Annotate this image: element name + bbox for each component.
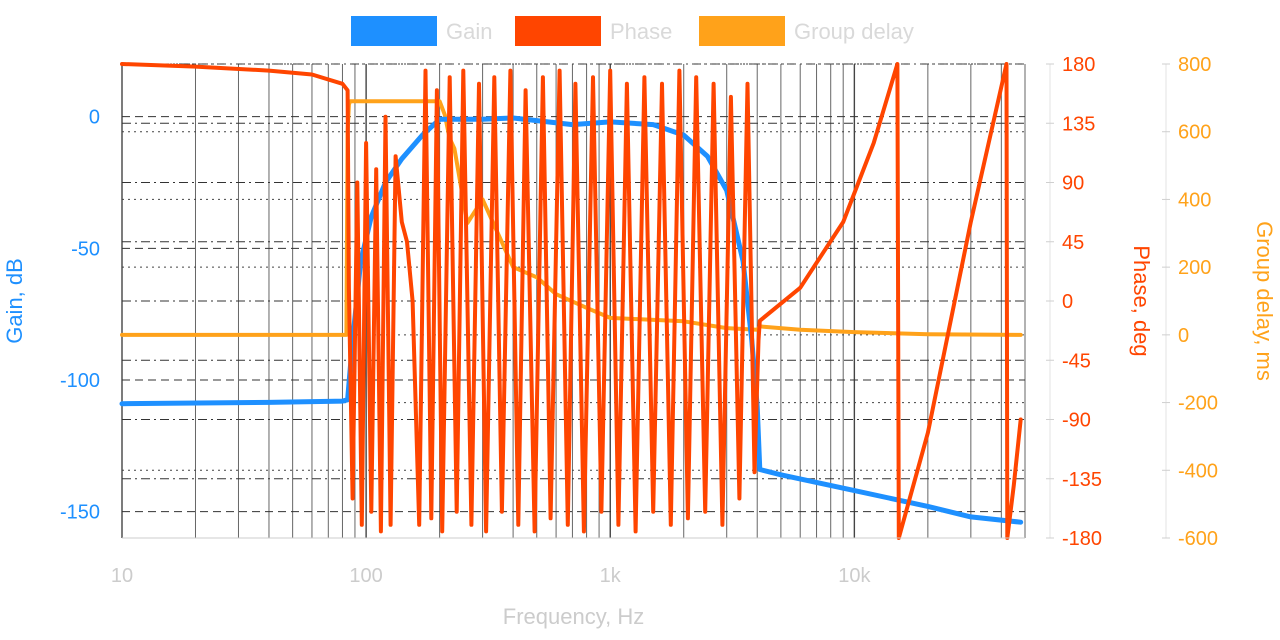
x-tick-label: 10k xyxy=(838,565,871,587)
y-axis-label-gain: Gain, dB xyxy=(2,258,27,344)
y-tick-label-delay: 0 xyxy=(1178,325,1189,347)
y-tick-label-phase: -180 xyxy=(1062,528,1102,550)
y-tick-label-delay: 600 xyxy=(1178,122,1211,144)
y-tick-label-delay: -400 xyxy=(1178,460,1218,482)
y-tick-label-phase: 135 xyxy=(1062,113,1095,135)
series-line-phase xyxy=(120,62,1023,540)
legend-swatch-gain xyxy=(351,16,437,46)
legend-swatch-phase xyxy=(515,16,601,46)
y-axis-label-phase: Phase, deg xyxy=(1129,245,1154,356)
x-axis-label: Frequency, Hz xyxy=(503,604,644,629)
y-axis-label-delay: Group delay, ms xyxy=(1252,221,1277,381)
y-tick-label-gain: -100 xyxy=(60,370,100,392)
axes: 10 100 1k 10k Frequency, Hz 0 -50 -100 -150 Gain,… xyxy=(2,54,1277,629)
x-tick-label: 10 xyxy=(111,565,133,587)
y-tick-label-gain: -50 xyxy=(71,238,100,260)
y-tick-label-phase: -135 xyxy=(1062,469,1102,491)
y-tick-label-phase: 90 xyxy=(1062,173,1084,195)
y-tick-label-delay: -200 xyxy=(1178,393,1218,415)
y-tick-label-delay: -600 xyxy=(1178,528,1218,550)
y-tick-label-gain: -150 xyxy=(60,502,100,524)
y-tick-label-phase: 45 xyxy=(1062,232,1084,254)
y-tick-label-phase: -90 xyxy=(1062,410,1091,432)
y-tick-label-delay: 400 xyxy=(1178,189,1211,211)
y-tick-label-delay: 200 xyxy=(1178,257,1211,279)
y-tick-label-gain: 0 xyxy=(89,107,100,129)
legend-label-group-delay: Group delay xyxy=(794,19,914,44)
legend-swatch-group-delay xyxy=(699,16,785,46)
legend-label-gain: Gain xyxy=(446,19,492,44)
series-lines xyxy=(119,62,1024,540)
y-tick-label-phase: 180 xyxy=(1062,54,1095,76)
y-tick-label-phase: -45 xyxy=(1062,350,1091,372)
y-tick-label-phase: 0 xyxy=(1062,291,1073,313)
legend: Gain Phase Group delay xyxy=(351,16,914,46)
x-tick-label: 1k xyxy=(600,565,622,587)
x-tick-label: 100 xyxy=(349,565,382,587)
y-tick-label-delay: 800 xyxy=(1178,54,1211,76)
legend-label-phase: Phase xyxy=(610,19,672,44)
